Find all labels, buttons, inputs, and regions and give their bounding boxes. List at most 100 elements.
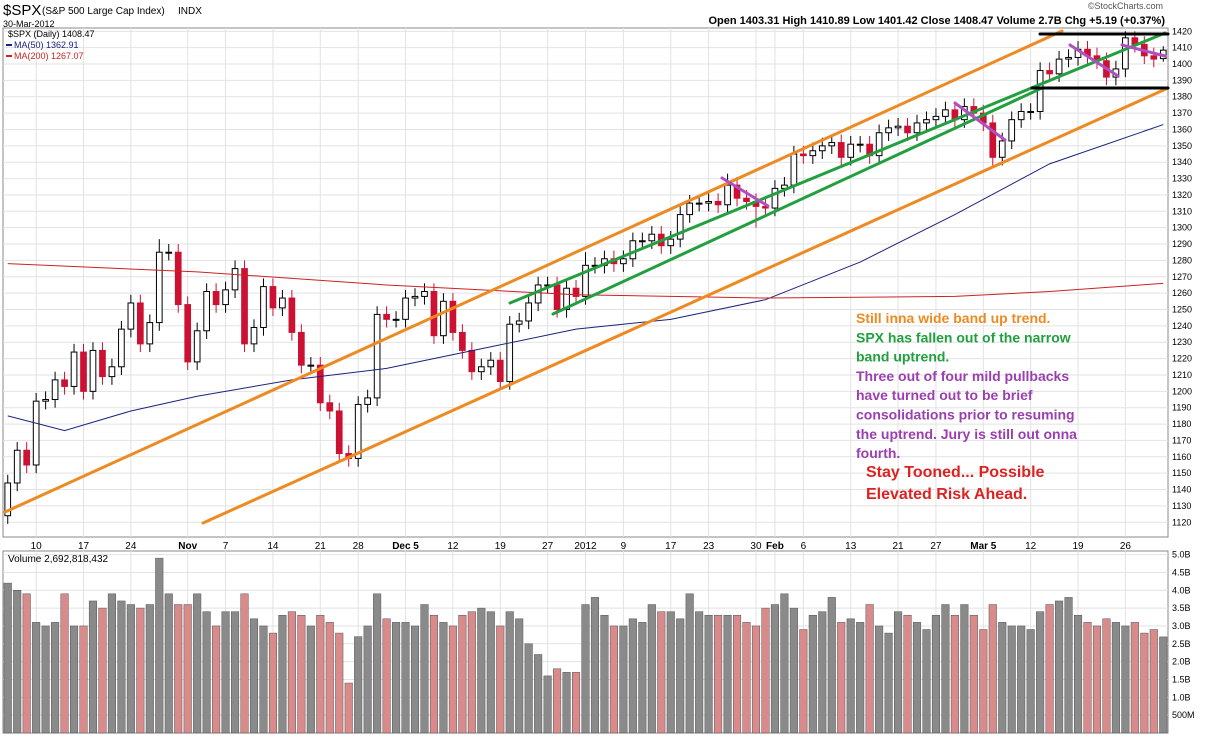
volume-bar [79,625,88,734]
candle-body [316,364,324,404]
volume-bar [467,611,476,734]
y-tick-label: 1290 [1172,239,1192,249]
volume-bar [912,622,922,734]
x-tick-label: 13 [845,541,857,552]
y-tick-label: 1390 [1172,75,1192,85]
y-tick-label: 1.5B [1172,674,1191,684]
volume-bar [609,625,618,734]
candle-body [856,143,864,146]
volume-bar [969,614,978,734]
candle-body [288,297,296,333]
candle-body [572,287,580,297]
x-tick-label: 27 [930,541,942,552]
candle-body [212,291,220,306]
candle-body [80,351,87,392]
annotation: the uptrend. Jury is still out onna [856,426,1077,442]
y-tick-label: 1190 [1172,403,1191,413]
x-tick-label: Mar 5 [970,541,997,552]
candle-body [402,297,409,320]
candle-body [373,313,381,399]
volume-bar [789,607,798,734]
volume-bar [553,668,562,734]
candle-body [714,200,722,206]
candle-body [923,119,930,124]
volume-bar [1111,622,1120,734]
volume-bar [316,614,325,734]
volume-bar [344,682,353,734]
candle-body [1150,55,1158,60]
candle-body [1027,110,1035,113]
candle-body [108,366,116,378]
candle-body [837,142,845,158]
candle-body [326,402,334,412]
candle-body [440,300,447,337]
volume-bar [685,593,694,734]
candle-body [477,366,485,373]
candle-body [847,143,855,158]
legend-entry: MA(50) 1362.91 [14,40,79,50]
y-tick-label: 1410 [1172,43,1192,53]
volume-bar [13,590,22,734]
y-tick-label: 1330 [1172,174,1192,184]
y-tick-label: 1360 [1172,124,1192,134]
volume-bar [562,672,571,734]
volume-bar [496,625,505,734]
candle-body [70,351,78,387]
volume-bar [240,593,249,734]
candle-body [534,284,542,304]
candle-body [809,150,817,157]
volume-bar [429,614,438,734]
volume-bar [600,614,609,734]
candle-body [4,482,12,517]
candle-body [515,320,523,325]
x-tick-label: 30 [750,541,762,552]
volume-bar [666,611,675,734]
y-tick-label: 1230 [1172,337,1192,347]
candle-body [193,330,201,363]
candle-body [127,302,135,330]
volume-bar [543,675,552,734]
volume-bar [903,614,912,734]
trendlines [3,29,1170,525]
candle-body [392,318,400,321]
volume-bar [770,604,779,734]
candle-body [1008,119,1016,142]
x-tick-label: 12 [447,541,459,552]
candle-body [582,264,589,297]
y-tick-label: 1130 [1172,501,1191,511]
candle-body [51,379,59,401]
volume-bar [1064,597,1073,734]
x-tick-label: 6 [801,541,807,552]
y-tick-label: 1300 [1172,223,1192,233]
candle-body [506,323,514,383]
volume-bar [1092,625,1102,734]
volume-bar [373,593,382,734]
candle-body [136,302,144,345]
candle-body [459,331,466,351]
trendline [201,86,1170,525]
candle-body [885,127,892,134]
volume-bar [392,622,401,734]
annotation: Stay Tooned... Possible [866,464,1045,481]
volume-bar [477,607,486,734]
volume-bar [278,614,287,734]
candle-body [468,349,476,373]
volume-bar [1140,632,1149,734]
volume-bar [638,622,647,734]
volume-bar [590,597,600,734]
quote: Open 1403.31 High 1410.89 Low 1401.42 Cl… [708,15,1165,27]
annotation: Still inna wide band up trend. [856,310,1050,326]
volume-bar [221,611,230,734]
trendline [3,29,1064,514]
candle-body [828,142,836,147]
candle-body [771,187,779,209]
candle-body [904,125,911,134]
legend-entry: $SPX (Daily) 1408.47 [8,29,95,39]
trendline [1068,43,1120,78]
candle-body [648,233,656,242]
annotation: have turned out to be brief [856,387,1033,403]
volume-bar [1121,625,1130,734]
x-tick-label: 28 [353,541,365,552]
candle-body [364,397,371,405]
volume-bar [1083,622,1092,734]
